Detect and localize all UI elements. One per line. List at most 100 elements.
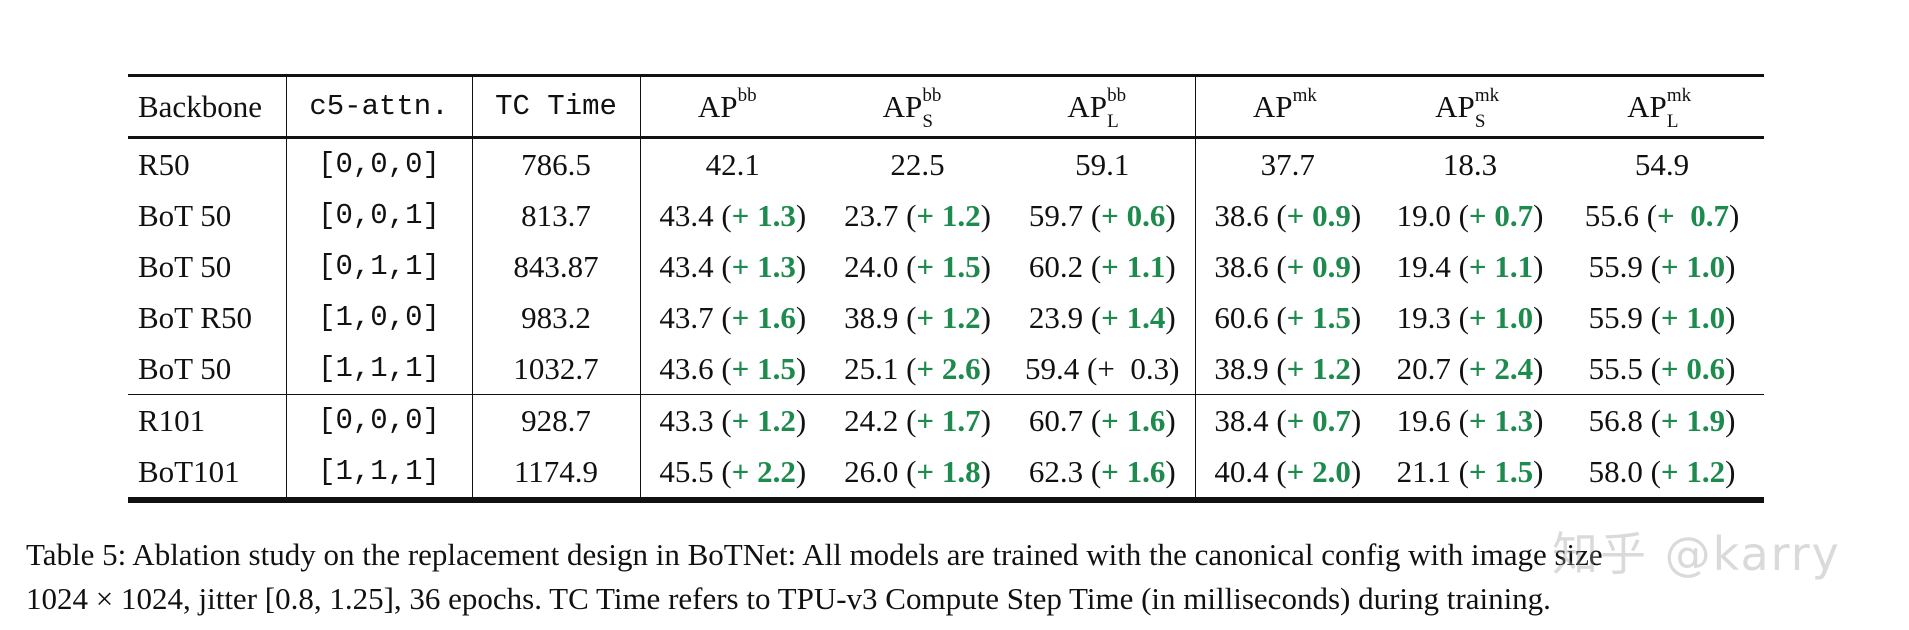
metric-gain: + 1.0 [1660,299,1726,335]
cell-c5-attn: [0,0,0] [286,394,473,446]
table-row: BoT 50 [1,1,1] 1032.7 43.6 (+ 1.5) 25.1 (+ 2… [128,343,1764,395]
metric-value: 24.2 [844,402,899,438]
metric-value: 55.9 [1588,248,1643,284]
metric-gain: + 0.7 [1468,197,1534,233]
metric-value: 42.1 [705,146,760,182]
metric-gain: + 1.9 [1660,402,1726,438]
metric-value: 60.6 [1214,299,1269,335]
header-tc-time: TC Time [472,75,641,138]
cell-backbone: R101 [128,394,287,446]
metric-superscript: mk [1474,84,1500,106]
cell-tc-time: 928.7 [472,394,641,446]
cell-c5-attn: [1,1,1] [286,343,473,395]
header-ap-bb-s: AP bb S [825,76,1010,138]
metric-gain: + 0.3 [1097,350,1170,386]
metric-gain: + 1.5 [1468,453,1534,489]
metric-value: 38.4 [1214,402,1269,438]
metric-superscript: mk [1666,84,1692,106]
metric-value: 37.7 [1260,146,1315,182]
metric-value: 19.6 [1396,402,1451,438]
metric-gain: + 1.3 [731,197,796,233]
metric-gain: + 1.4 [1101,299,1166,335]
metric-gain: + 1.1 [1468,248,1534,284]
metric-subscript: L [1666,110,1679,132]
cell-backbone: BoT101 [128,446,287,503]
cell-metric: 25.1 (+ 2.6) [844,350,991,386]
cell-metric: 42.1 [640,138,825,191]
metric-gain: + 1.2 [916,299,981,335]
metric-gain: + 1.5 [731,350,796,386]
metric-gain: + 1.1 [1101,248,1166,284]
metric-base: AP [1252,88,1293,124]
metric-value: 22.5 [890,146,945,182]
cell-metric: 38.9 (+ 1.2) [1214,350,1362,386]
metric-gain: + 1.3 [1468,402,1534,438]
cell-c5-attn: [1,0,0] [286,292,473,343]
metric-superscript: bb [737,84,757,106]
metric-value: 23.9 [1028,299,1084,335]
header-row: Backbone c5-attn. TC Time AP bb AP bb S AP b… [128,75,1764,138]
metric-base: AP [882,88,923,124]
cell-backbone: BoT R50 [128,292,287,343]
metric-value: 23.7 [844,197,899,233]
metric-gain: + 2.6 [916,350,981,386]
metric-scripts: bb [738,85,768,117]
metric-value: 43.4 [659,197,714,233]
table-row: BoT 50 [0,1,1] 843.87 43.4 (+ 1.3) 24.0 (+ 1… [128,241,1764,292]
metric-value: 43.7 [659,299,714,335]
table-row: BoT101 [1,1,1] 1174.9 45.5 (+ 2.2) 26.0 (+ 1… [128,446,1764,503]
cell-c5-attn: [0,1,1] [286,241,473,292]
metric-gain: + 1.2 [916,197,981,233]
header-ap-bb-l: AP bb L [1010,75,1196,138]
metric-base: AP [1067,88,1108,124]
cell-metric: 19.6 (+ 1.3) [1380,394,1560,446]
cell-metric: 24.2 (+ 1.7) [825,394,1010,446]
cell-c5-attn: [0,0,1] [286,190,473,241]
cell-metric: 23.9 (+ 1.4) [1010,292,1196,343]
cell-metric: 38.6 (+ 0.9) [1214,248,1362,284]
cell-metric: 59.1 [1010,137,1196,190]
metric-gain: + 1.5 [1286,299,1351,335]
cell-metric: 55.6 (+ 0.7) [1584,197,1740,233]
cell-metric: 43.4 (+ 1.3) [659,197,807,233]
metric-scripts: mk [1293,85,1323,117]
metric-gain: + 1.5 [916,248,981,284]
header-ap-bb: AP bb [640,76,825,138]
header-ap-mk-l: AP mk L [1560,76,1764,138]
metric-value: 38.9 [844,299,899,335]
metric-value: 19.4 [1396,248,1451,284]
metric-gain: + 1.2 [1660,453,1726,489]
cell-metric: 37.7 [1195,138,1380,191]
metric-value: 54.9 [1634,146,1690,182]
metric-value: 43.6 [659,350,714,386]
metric-scripts: bb S [922,85,952,132]
cell-tc-time: 983.2 [472,292,641,343]
header-ap-mk: AP mk [1195,76,1380,138]
metric-value: 26.0 [844,453,899,489]
cell-metric: 26.0 (+ 1.8) [825,446,1010,503]
cell-metric: 56.8 (+ 1.9) [1560,394,1764,446]
metric-gain: + 1.2 [1286,350,1351,386]
metric-value: 40.4 [1214,453,1269,489]
cell-backbone: BoT 50 [128,190,287,241]
metric-value: 60.7 [1028,402,1084,438]
cell-metric: 38.4 (+ 0.7) [1195,394,1380,446]
cell-c5-attn: [0,0,0] [286,137,473,190]
metric-gain: + 1.0 [1468,299,1534,335]
caption-line-2: 1024 × 1024, jitter [0.8, 1.25], 36 epoc… [26,581,1551,616]
metric-gain: + 0.9 [1286,197,1351,233]
metric-gain: + 1.6 [731,299,796,335]
cell-tc-time: 786.5 [472,137,641,190]
metric-value: 38.6 [1214,197,1269,233]
header-ap-mk-s: AP mk S [1380,76,1560,138]
cell-metric: 60.6 (+ 1.5) [1214,299,1362,335]
cell-metric: 60.7 (+ 1.6) [1010,394,1196,446]
results-table-container: Backbone c5-attn. TC Time AP bb AP bb S AP b… [128,74,1764,503]
metric-value: 38.6 [1214,248,1269,284]
cell-metric: 59.4 (+ 0.3) [1010,343,1196,395]
metric-value: 19.3 [1396,299,1451,335]
table-body: R50 [0,0,0] 786.5 42.1 22.5 59.1 37.7 18.3 54.9 B… [128,137,1764,503]
cell-backbone: BoT 50 [128,343,287,395]
cell-metric: 19.0 (+ 0.7) [1396,197,1544,233]
metric-gain: + 1.3 [731,248,796,284]
